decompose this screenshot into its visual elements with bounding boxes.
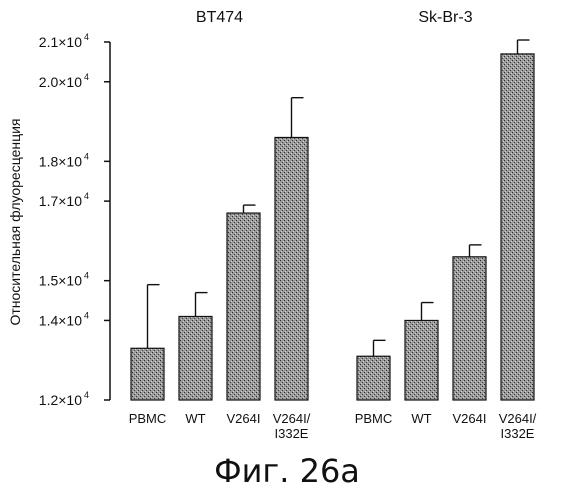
bar <box>227 213 260 400</box>
y-tick-exponent: 4 <box>84 310 89 320</box>
group-title-1: Sk-Br-3 <box>418 9 472 26</box>
y-tick-exponent: 4 <box>84 390 89 400</box>
x-tick-label: PBMC <box>129 411 167 426</box>
x-tick-label: V264I <box>227 411 261 426</box>
bar <box>179 316 212 400</box>
y-tick-exponent: 4 <box>84 191 89 201</box>
bar <box>131 348 164 400</box>
x-tick-label: V264I/ <box>499 411 537 426</box>
y-tick-label: 1.2×10 <box>39 392 82 408</box>
bars: PBMC WT V264I V264I/I332E PBMC WT V264I V264I/I… <box>129 40 537 441</box>
bar <box>275 137 308 400</box>
y-tick-label: 2.1×10 <box>39 34 82 50</box>
figure-caption: Фиг. 26а <box>0 452 574 490</box>
x-tick-label: V264I <box>453 411 487 426</box>
x-tick-label: I332E <box>501 426 535 441</box>
y-axis-label: Относительная флуоресценция <box>7 118 23 325</box>
bar <box>405 320 438 400</box>
y-tick-label: 1.5×10 <box>39 273 82 289</box>
y-tick-exponent: 4 <box>84 32 89 42</box>
bar-groups: BT474 Sk-Br-3 <box>196 9 473 26</box>
bar <box>453 257 486 400</box>
x-tick-label: V264I/ <box>273 411 311 426</box>
y-tick-exponent: 4 <box>84 72 89 82</box>
x-tick-label: WT <box>185 411 205 426</box>
y-tick-exponent: 4 <box>84 151 89 161</box>
y-tick-label: 1.8×10 <box>39 153 82 169</box>
x-tick-label: PBMC <box>355 411 393 426</box>
group-title-0: BT474 <box>196 9 243 26</box>
y-tick-label: 1.4×10 <box>39 312 82 328</box>
y-axis-ticks: 1.2×1041.4×1041.5×1041.7×1041.8×1042.0×1… <box>39 32 110 408</box>
y-tick-label: 2.0×10 <box>39 74 82 90</box>
y-tick-label: 1.7×10 <box>39 193 82 209</box>
bar <box>501 54 534 400</box>
x-tick-label: I332E <box>275 426 309 441</box>
x-tick-label: WT <box>411 411 431 426</box>
bar <box>357 356 390 400</box>
y-tick-exponent: 4 <box>84 271 89 281</box>
